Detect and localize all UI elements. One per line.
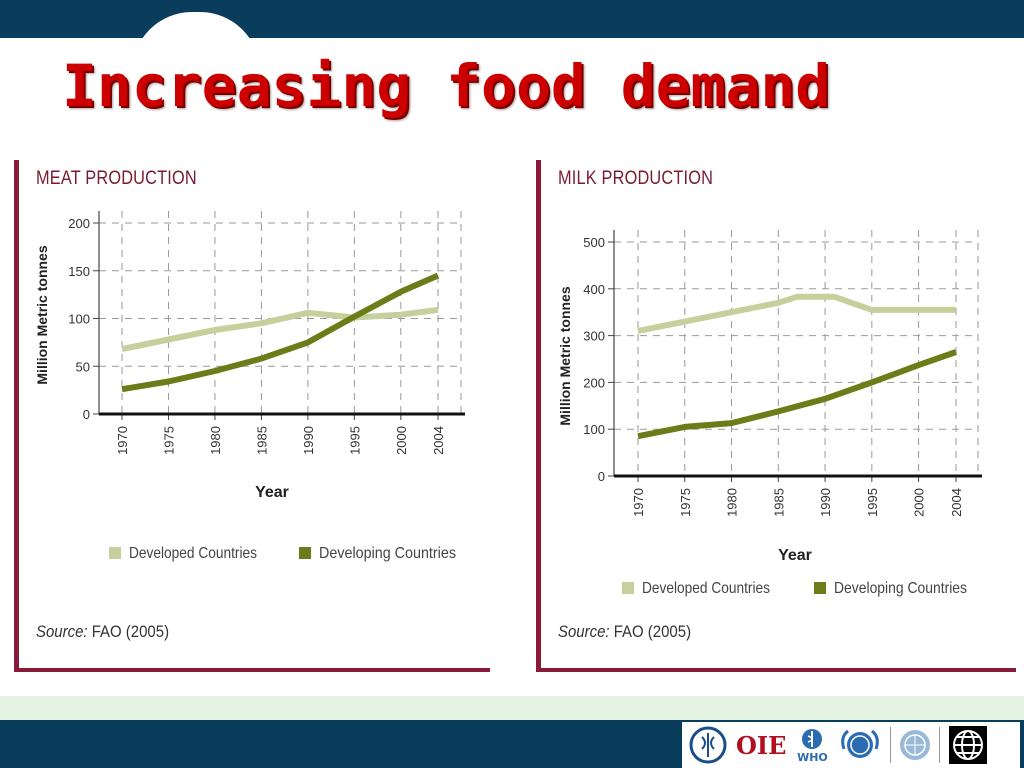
x-tick-label: 1990 (301, 426, 316, 455)
x-tick-label: 2004 (949, 488, 964, 517)
x-tick-label: 1985 (254, 426, 269, 455)
who-logo: WHO (794, 727, 830, 764)
x-tick-label: 1985 (771, 488, 786, 517)
x-tick-label: 2004 (431, 426, 446, 455)
milk-production-chart: 0 100 200 300 400 500 1970 1975 1980 1985 1990 1995… (557, 230, 982, 597)
x-tick-label: 1970 (631, 488, 646, 517)
unicef-logo (838, 725, 882, 765)
y-tick-label: 300 (583, 329, 605, 344)
y-tick-label: 150 (68, 264, 90, 279)
source-value: FAO (2005) (91, 622, 170, 641)
panel-bottom-rule (536, 668, 1016, 672)
who-text: WHO (797, 750, 828, 764)
source-label: Source: (36, 622, 88, 641)
x-axis-label: Year (255, 484, 289, 501)
x-axis-label: Year (778, 547, 812, 564)
fao-emblem-icon (689, 726, 727, 764)
slide-title: Increasing food demand (62, 52, 831, 120)
x-tick-label: 2000 (912, 488, 927, 517)
legend-label: Developed Countries (642, 580, 770, 597)
chart-title: MEAT PRODUCTION (36, 168, 197, 189)
series-line-developed-countries (637, 293, 956, 334)
y-tick-label: 100 (68, 312, 90, 327)
un-logo (890, 727, 941, 763)
x-tick-label: 1980 (208, 426, 223, 455)
panel-accent-bar (536, 160, 541, 672)
source-value: FAO (2005) (613, 622, 692, 641)
series-line-developing-countries (637, 349, 957, 440)
legend-swatch (814, 582, 826, 594)
legend-swatch (299, 547, 311, 559)
y-axis-label: Million Metric tonnes (34, 245, 50, 384)
x-tick-label: 2000 (394, 426, 409, 455)
unicef-emblem-icon (841, 729, 880, 758)
y-tick-label: 50 (76, 359, 90, 374)
panel-bottom-rule (14, 668, 490, 672)
y-tick-label: 0 (598, 469, 605, 484)
legend-label: Developing Countries (834, 580, 967, 597)
series-line-developed-countries (121, 306, 439, 353)
x-tick-label: 1975 (678, 488, 693, 517)
un-emblem-icon (900, 730, 931, 760)
footer-strip (0, 696, 1024, 720)
world-bank-logo (948, 725, 988, 765)
series-line-developing-countries (121, 272, 440, 393)
chart-title: MILK PRODUCTION (558, 168, 714, 189)
x-tick-label: 1980 (725, 488, 740, 517)
x-tick-label: 1995 (347, 426, 362, 455)
y-tick-label: 500 (583, 235, 605, 250)
partner-logos: OIE WHO (682, 722, 1020, 768)
meat-production-panel: MEAT PRODUCTION 0 50 100 150 200 1970 1975 1980… (14, 160, 490, 672)
legend-swatch (622, 582, 634, 594)
legend-label: Developing Countries (319, 545, 456, 562)
source-label: Source: (558, 622, 610, 641)
source-note: Source: FAO (2005) (558, 622, 691, 642)
y-tick-label: 200 (68, 216, 90, 231)
x-tick-label: 1995 (865, 488, 880, 517)
fao-logo (688, 725, 728, 765)
x-tick-label: 1990 (818, 488, 833, 517)
globe-icon (949, 726, 988, 764)
x-tick-label: 1975 (161, 426, 176, 455)
x-tick-label: 1970 (115, 426, 130, 455)
oie-logo: OIE (736, 730, 787, 760)
panel-accent-bar (14, 160, 19, 672)
who-emblem-icon (802, 728, 823, 749)
y-tick-label: 400 (583, 282, 605, 297)
legend-swatch (109, 547, 121, 559)
y-tick-label: 200 (583, 375, 605, 390)
y-tick-label: 100 (583, 422, 605, 437)
source-note: Source: FAO (2005) (36, 622, 169, 642)
y-axis-label: Million Metric tonnes (557, 286, 573, 425)
meat-production-chart: 0 50 100 150 200 1970 1975 1980 1985 1990 1995 2000… (34, 211, 465, 562)
legend-label: Developed Countries (129, 545, 257, 562)
milk-production-panel: MILK PRODUCTION 0 100 200 300 400 500 1970 1975… (536, 160, 1016, 672)
y-tick-label: 0 (83, 407, 90, 422)
